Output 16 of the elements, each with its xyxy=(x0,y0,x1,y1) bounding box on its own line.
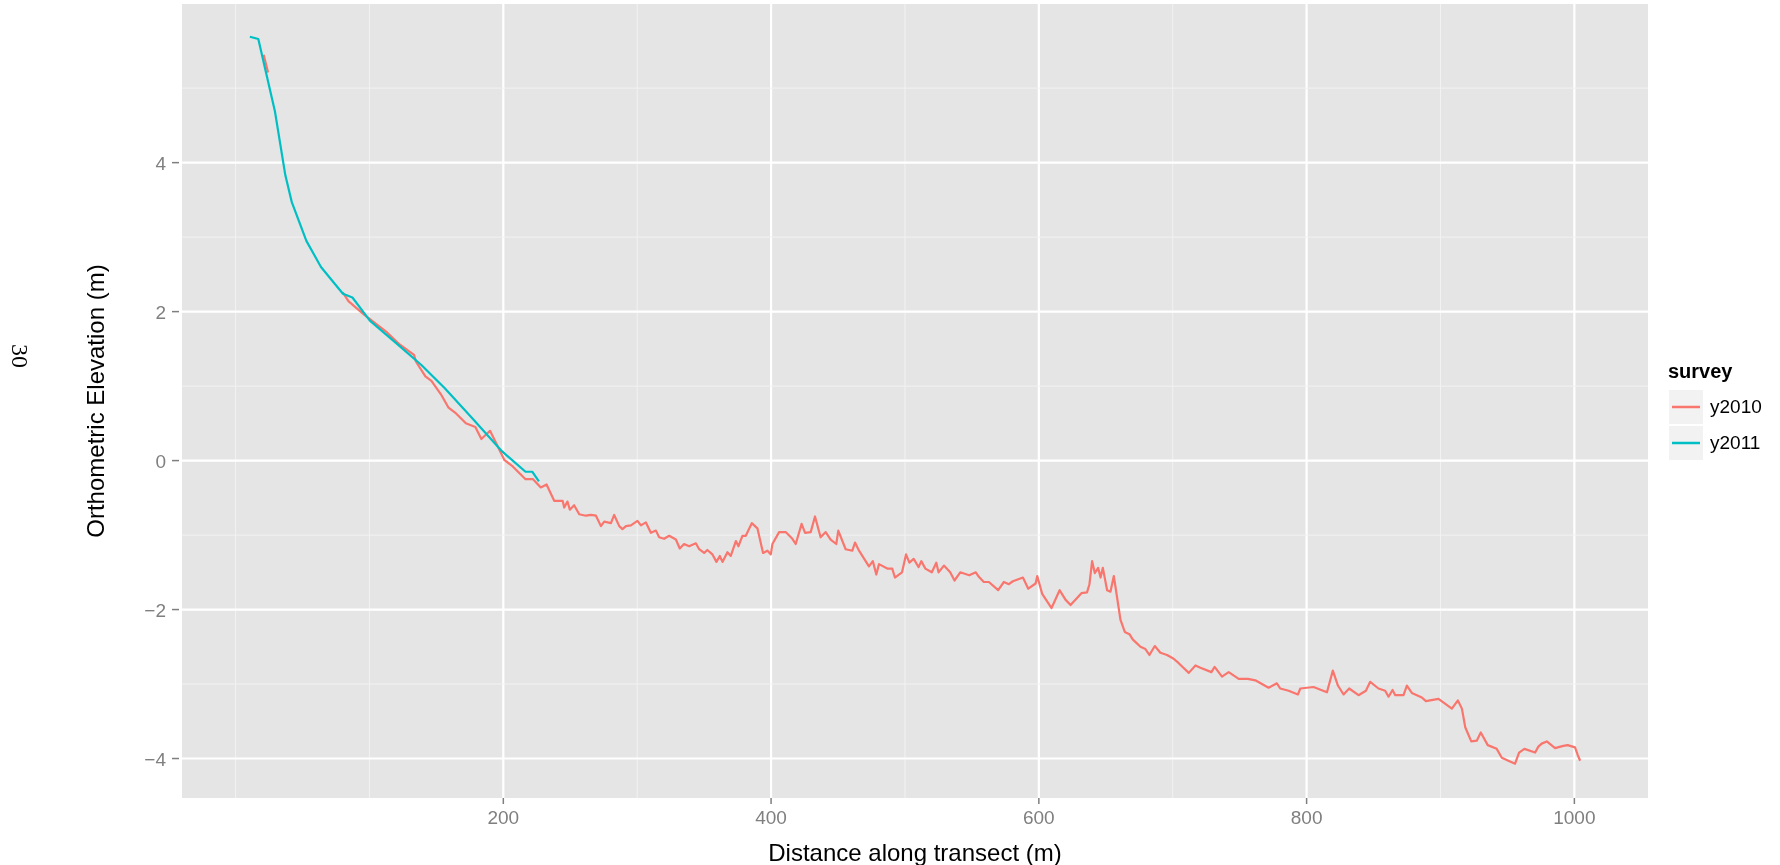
x-tick-label: 600 xyxy=(1022,807,1055,828)
x-tick-label: 800 xyxy=(1290,807,1323,828)
legend-label: y2010 xyxy=(1710,396,1762,418)
y-tick-label: 4 xyxy=(155,152,167,174)
line-series xyxy=(248,35,541,483)
x-tick-label: 400 xyxy=(755,807,787,828)
y-tick-label: −2 xyxy=(144,599,166,621)
legend-title: survey xyxy=(1668,360,1734,383)
y-tick-label: 2 xyxy=(155,301,166,323)
legend-label: y2011 xyxy=(1710,432,1761,454)
text: 30 xyxy=(6,343,35,370)
y-tick-label: −4 xyxy=(144,748,167,770)
y-tick-label: 0 xyxy=(155,450,166,472)
y-axis-title: Orthometric Elevation (m) xyxy=(81,264,109,538)
x-tick-label: 1000 xyxy=(1553,807,1596,828)
x-tick-label: 200 xyxy=(487,807,520,828)
